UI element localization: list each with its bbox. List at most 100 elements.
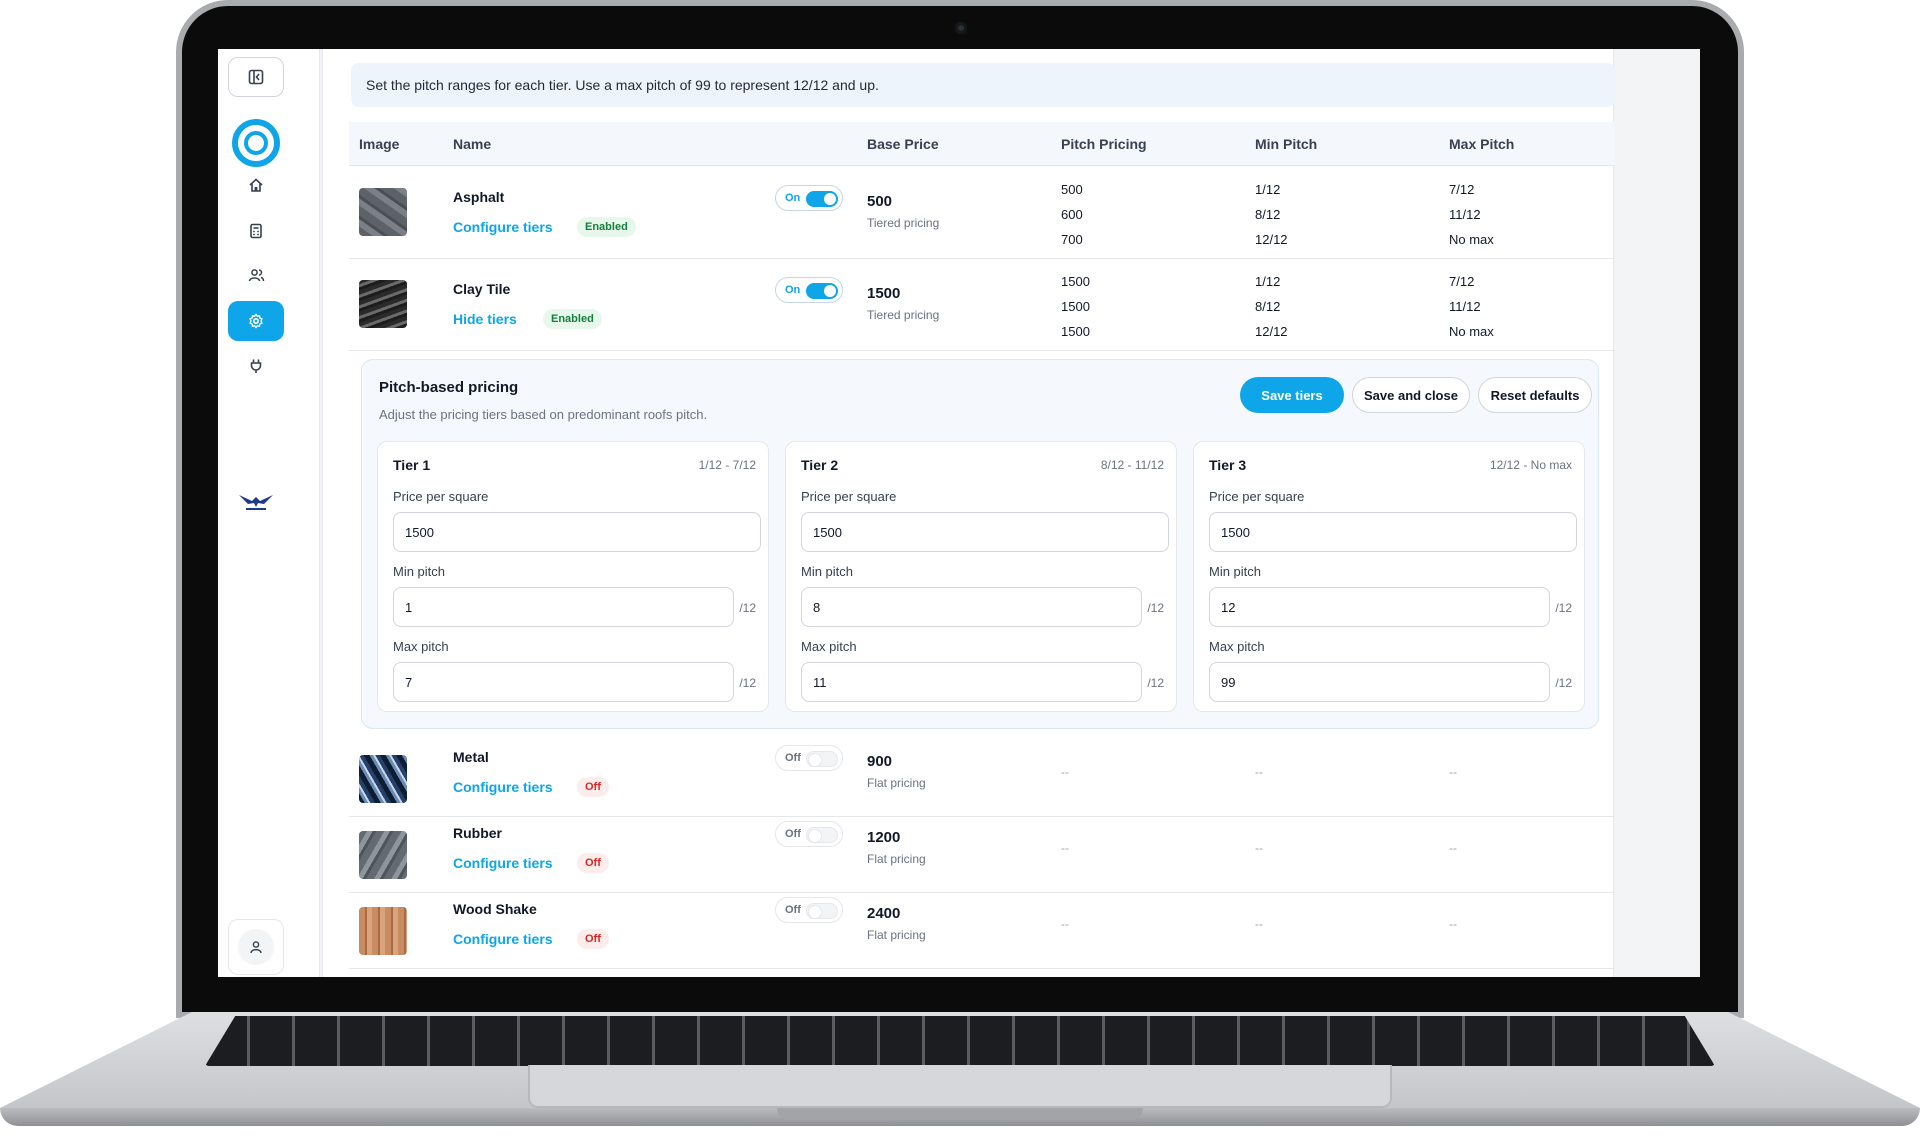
pitch-price: 1500 bbox=[1061, 299, 1090, 314]
app-logo[interactable] bbox=[232, 119, 280, 167]
min-pitch: 1/12 bbox=[1255, 274, 1281, 289]
material-image bbox=[359, 280, 407, 328]
pitch-unit: /12 bbox=[739, 601, 756, 615]
max-pitch-input[interactable]: 99 bbox=[1209, 662, 1550, 702]
tier-title: Tier 2 bbox=[801, 457, 839, 473]
empty-cell: -- bbox=[1449, 765, 1457, 779]
enable-toggle[interactable]: Off bbox=[775, 821, 843, 847]
pitch-pricing-cell: 1500 1500 1500 bbox=[1061, 269, 1090, 344]
info-banner: Set the pitch ranges for each tier. Use … bbox=[351, 63, 1615, 107]
pitch-price: 500 bbox=[1061, 182, 1083, 197]
materials-panel: Set the pitch ranges for each tier. Use … bbox=[322, 49, 1615, 977]
pitch-unit: /12 bbox=[1147, 601, 1164, 615]
configure-tiers-link[interactable]: Configure tiers bbox=[453, 855, 553, 871]
material-name: Clay Tile bbox=[453, 281, 511, 297]
min-pitch-label: Min pitch bbox=[393, 564, 446, 579]
empty-cell: -- bbox=[1255, 765, 1263, 779]
enable-toggle[interactable]: On bbox=[775, 185, 843, 211]
tier-card: Tier 3 12/12 - No max Price per square 1… bbox=[1193, 441, 1585, 712]
table-row: Asphalt Configure tiers Enabled On 500 T… bbox=[349, 167, 1615, 259]
enable-toggle[interactable]: Off bbox=[775, 745, 843, 771]
table-row: Wood Shake Configure tiers Off Off 2400 … bbox=[349, 893, 1615, 969]
user-icon bbox=[250, 941, 262, 954]
tier-title: Tier 3 bbox=[1209, 457, 1247, 473]
sidebar bbox=[218, 49, 320, 977]
max-pitch-label: Max pitch bbox=[393, 639, 449, 654]
status-badge: Off bbox=[577, 929, 609, 949]
material-name: Asphalt bbox=[453, 189, 505, 205]
pitch-price: 1500 bbox=[1061, 274, 1090, 289]
min-pitch-input[interactable]: 1 bbox=[393, 587, 734, 627]
nav-users[interactable] bbox=[228, 255, 284, 295]
max-pitch: 7/12 bbox=[1449, 182, 1475, 197]
save-tiers-button[interactable]: Save tiers bbox=[1240, 377, 1344, 413]
min-pitch: 8/12 bbox=[1255, 207, 1281, 222]
status-badge: Off bbox=[577, 853, 609, 873]
empty-cell: -- bbox=[1449, 917, 1457, 931]
base-price: 2400 bbox=[867, 905, 901, 922]
base-price: 900 bbox=[867, 753, 893, 770]
min-pitch-input[interactable]: 12 bbox=[1209, 587, 1550, 627]
enable-toggle[interactable]: Off bbox=[775, 897, 843, 923]
max-pitch-label: Max pitch bbox=[1209, 639, 1265, 654]
pitch-price: 1500 bbox=[1061, 324, 1090, 339]
toggle-label: Off bbox=[785, 752, 801, 764]
status-badge: Off bbox=[577, 777, 609, 797]
min-pitch: 1/12 bbox=[1255, 182, 1281, 197]
material-name: Wood Shake bbox=[453, 901, 537, 917]
max-pitch-cell: 7/12 11/12 No max bbox=[1449, 177, 1494, 252]
pitch-panel-subtitle: Adjust the pricing tiers based on predom… bbox=[379, 407, 708, 422]
tier-title: Tier 1 bbox=[393, 457, 431, 473]
material-name: Metal bbox=[453, 749, 489, 765]
pitch-unit: /12 bbox=[1147, 676, 1164, 690]
table-header: Image Name Base Price Pitch Pricing Min … bbox=[349, 122, 1615, 166]
material-name: Rubber bbox=[453, 825, 502, 841]
pitch-pricing-cell: 500 600 700 bbox=[1061, 177, 1083, 252]
min-pitch: 12/12 bbox=[1255, 324, 1288, 339]
max-pitch: 11/12 bbox=[1449, 299, 1481, 314]
col-max-pitch: Max Pitch bbox=[1449, 136, 1515, 152]
material-image bbox=[359, 755, 407, 803]
min-pitch-cell: 1/12 8/12 12/12 bbox=[1255, 269, 1288, 344]
trackpad bbox=[528, 1065, 1392, 1108]
max-pitch: No max bbox=[1449, 324, 1494, 339]
nav-settings[interactable] bbox=[228, 301, 284, 341]
reset-defaults-button[interactable]: Reset defaults bbox=[1478, 377, 1592, 413]
max-pitch-input[interactable]: 7 bbox=[393, 662, 734, 702]
price-input[interactable]: 1500 bbox=[393, 512, 761, 552]
hide-tiers-link[interactable]: Hide tiers bbox=[453, 311, 517, 327]
scrollbar[interactable] bbox=[1680, 49, 1700, 977]
empty-cell: -- bbox=[1255, 917, 1263, 931]
toggle-label: Off bbox=[785, 904, 801, 916]
nav-calculator[interactable] bbox=[228, 211, 284, 251]
pricing-type: Tiered pricing bbox=[867, 308, 940, 322]
pitch-price: 600 bbox=[1061, 207, 1083, 222]
enable-toggle[interactable]: On bbox=[775, 277, 843, 303]
configure-tiers-link[interactable]: Configure tiers bbox=[453, 931, 553, 947]
save-and-close-button[interactable]: Save and close bbox=[1352, 377, 1470, 413]
camera bbox=[955, 22, 967, 34]
price-input[interactable]: 1500 bbox=[1209, 512, 1577, 552]
pitch-pricing-panel: Pitch-based pricing Adjust the pricing t… bbox=[361, 359, 1599, 729]
price-label: Price per square bbox=[801, 489, 897, 504]
sidebar-toggle-button[interactable] bbox=[228, 57, 284, 97]
user-menu[interactable] bbox=[228, 919, 284, 975]
avatar bbox=[238, 929, 274, 965]
nav-integrations[interactable] bbox=[228, 346, 284, 386]
max-pitch-input[interactable]: 11 bbox=[801, 662, 1142, 702]
configure-tiers-link[interactable]: Configure tiers bbox=[453, 779, 553, 795]
price-label: Price per square bbox=[393, 489, 489, 504]
col-name: Name bbox=[453, 136, 492, 152]
max-pitch-label: Max pitch bbox=[801, 639, 857, 654]
min-pitch-input[interactable]: 8 bbox=[801, 587, 1142, 627]
price-input[interactable]: 1500 bbox=[801, 512, 1169, 552]
nav-home[interactable] bbox=[228, 165, 284, 205]
table-row: Clay Tile Hide tiers Enabled On 1500 Tie… bbox=[349, 259, 1615, 351]
eagleview-logo[interactable] bbox=[238, 492, 274, 512]
toggle-label: On bbox=[785, 192, 801, 204]
col-min-pitch: Min Pitch bbox=[1255, 136, 1318, 152]
min-pitch-label: Min pitch bbox=[1209, 564, 1262, 579]
configure-tiers-link[interactable]: Configure tiers bbox=[453, 219, 553, 235]
pricing-type: Tiered pricing bbox=[867, 216, 940, 230]
tier-range: 8/12 - 11/12 bbox=[1100, 458, 1164, 472]
